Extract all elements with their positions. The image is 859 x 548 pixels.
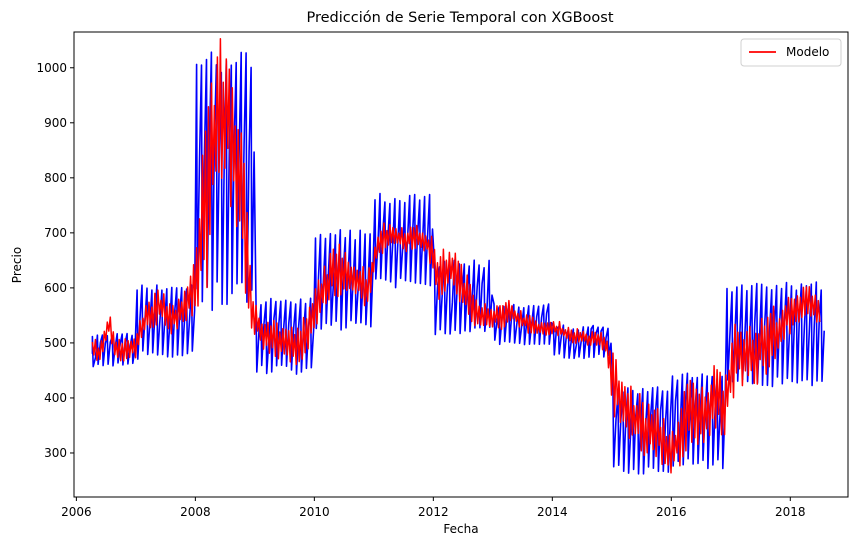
chart-title: Predicción de Serie Temporal con XGBoost: [306, 10, 613, 26]
y-tick-label: 400: [44, 391, 67, 405]
x-tick-label: 2012: [418, 505, 449, 519]
x-tick-label: 2006: [61, 505, 92, 519]
y-axis: 300 400 500 600 700 800 900 1000: [36, 61, 74, 460]
y-tick-label: 900: [44, 116, 67, 130]
series-layer: [91, 37, 825, 475]
x-axis: 2006 2008 2010 2012 2014 2016 2018: [61, 497, 806, 519]
plot-frame: [73, 31, 849, 498]
y-tick-label: 600: [44, 281, 67, 295]
legend-frame: [740, 38, 842, 67]
legend: Modelo: [740, 38, 842, 67]
plot-area: [73, 31, 849, 498]
x-tick-label: 2008: [180, 505, 211, 519]
x-tick-label: 2010: [299, 505, 330, 519]
legend-label-modelo: Modelo: [786, 45, 829, 59]
series-modelo-line: [91, 37, 821, 474]
x-axis-label: Fecha: [443, 522, 478, 536]
x-tick-label: 2016: [656, 505, 687, 519]
x-tick-label: 2018: [775, 505, 806, 519]
x-tick-label: 2014: [537, 505, 568, 519]
y-tick-label: 800: [44, 171, 67, 185]
y-tick-label: 1000: [36, 61, 67, 75]
y-tick-label: 700: [44, 226, 67, 240]
y-tick-label: 300: [44, 446, 67, 460]
y-axis-label: Precio: [10, 247, 24, 283]
y-tick-label: 500: [44, 336, 67, 350]
